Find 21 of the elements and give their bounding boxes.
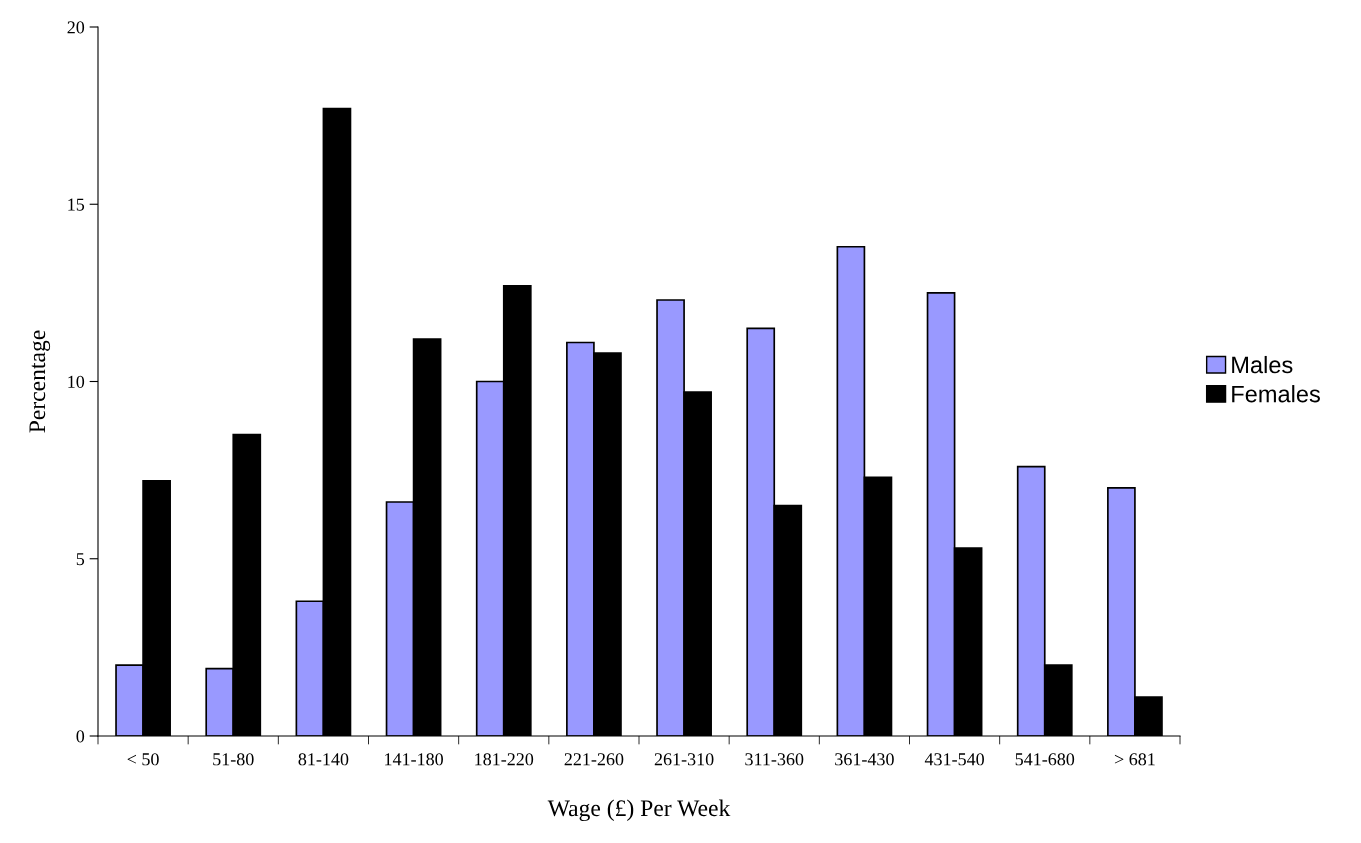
x-axis-title: Wage (£) Per Week <box>547 799 731 822</box>
legend-label: Females <box>1232 385 1320 403</box>
x-tick-label: 221-260 <box>564 753 624 766</box>
y-tick-label: 10 <box>68 375 85 388</box>
x-tick-label: 311-360 <box>745 753 804 766</box>
x-tick-label: 431-540 <box>924 753 984 766</box>
x-tick-label: < 50 <box>127 753 159 766</box>
x-tick-label: 361-430 <box>835 753 894 766</box>
legend-label: Males <box>1232 355 1293 374</box>
x-tick-label: 141-180 <box>385 753 443 766</box>
x-tick-label: 541-680 <box>1015 753 1075 766</box>
x-tick-label: > 681 <box>1114 753 1155 766</box>
x-tick-label: 81-140 <box>298 753 349 766</box>
x-tick-label: 51-80 <box>213 753 254 766</box>
y-tick-label: 5 <box>76 553 85 566</box>
x-tick-label: 181-220 <box>475 753 534 766</box>
y-tick-label: 0 <box>76 730 85 743</box>
y-axis-title: Percentage <box>29 330 51 433</box>
y-tick-label: 15 <box>68 198 85 211</box>
x-tick-label: 261-310 <box>654 753 714 766</box>
y-tick-label: 20 <box>67 21 85 34</box>
